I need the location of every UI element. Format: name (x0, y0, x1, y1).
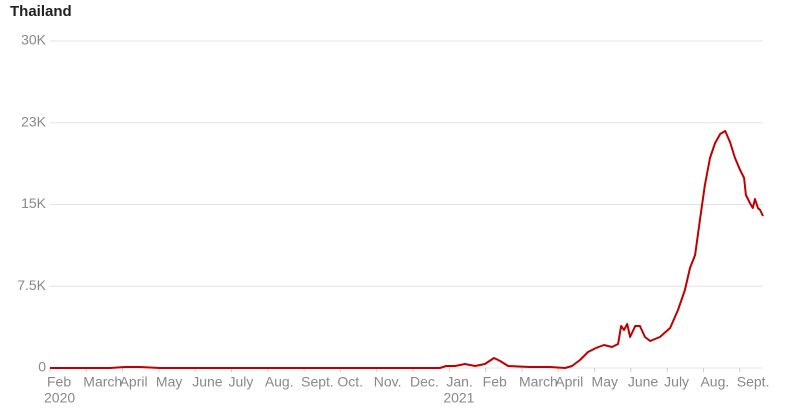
x-tick-label: July (229, 374, 254, 390)
line (50, 130, 764, 369)
x-tick-label: Aug. (265, 374, 294, 390)
x-tick-label: Feb (483, 374, 507, 390)
x-tick-label: June (192, 374, 223, 390)
x-tick-label: July (664, 374, 689, 390)
chart-title: Thailand (10, 3, 72, 20)
x-tick-label: May (156, 374, 182, 390)
x-tick-label: Dec. (410, 374, 439, 390)
y-tick-label: 23K (21, 113, 47, 129)
x-tick-label: March (83, 374, 122, 390)
y-tick-label: 7.5K (17, 277, 46, 293)
x-tick-label: Sept. (737, 374, 770, 390)
x-tick-label: Feb (47, 374, 71, 390)
x-tick-label: May (592, 374, 618, 390)
x-tick-label: Aug. (700, 374, 729, 390)
year-label: 2020 (44, 390, 75, 406)
year-label: 2021 (443, 390, 474, 406)
x-tick-label: March (519, 374, 558, 390)
x-tick-label: Oct. (337, 374, 363, 390)
x-tick-label: April (555, 374, 583, 390)
x-tick-label: Sept. (301, 374, 334, 390)
x-tick-label: April (120, 374, 148, 390)
x-tick-label: June (628, 374, 659, 390)
x-tick-label: Nov. (374, 374, 402, 390)
x-tick-label: Jan. (446, 374, 472, 390)
y-tick-label: 15K (21, 195, 47, 211)
y-tick-label: 30K (21, 32, 47, 48)
y-tick-label: 0 (38, 359, 46, 375)
